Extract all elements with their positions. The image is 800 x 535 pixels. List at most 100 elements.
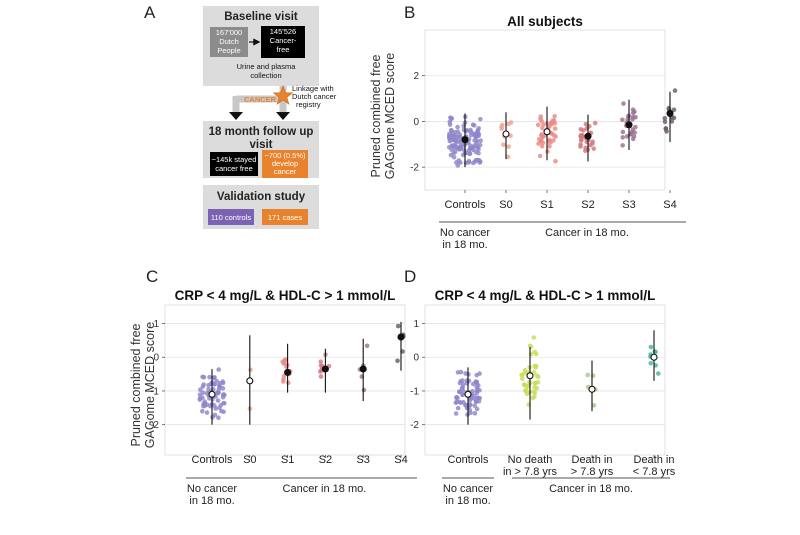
chart-title: CRP < 4 mg/L & HDL-C > 1 mmol/L	[175, 288, 396, 303]
data-point	[452, 137, 457, 143]
develop-cancer-box	[262, 150, 308, 178]
data-point	[458, 400, 464, 406]
data-point	[463, 128, 469, 134]
data-point	[208, 381, 214, 387]
data-point	[552, 113, 557, 119]
data-point	[506, 144, 511, 149]
x-tick-label: Death in	[572, 454, 613, 466]
data-point	[248, 367, 253, 373]
data-point	[281, 376, 286, 382]
median-marker	[284, 368, 292, 376]
data-point	[585, 372, 591, 378]
data-point	[533, 351, 539, 357]
data-point	[630, 107, 636, 112]
data-point	[583, 121, 589, 127]
median-marker	[464, 390, 472, 398]
develop-cancer-line-1: ~700 (0.5%)	[264, 151, 306, 160]
linkage-line-1: Linkage with	[292, 84, 334, 93]
x-tick-label: S2	[581, 199, 594, 211]
data-point	[474, 379, 480, 385]
data-point	[472, 403, 478, 408]
data-point	[587, 142, 593, 148]
y-tick-label: -2	[150, 420, 159, 431]
data-point	[448, 115, 453, 120]
stayed-free-box	[210, 152, 258, 176]
data-point	[201, 374, 207, 380]
data-point	[539, 138, 544, 144]
data-point	[460, 392, 465, 398]
data-point	[215, 398, 221, 403]
cases-box	[262, 209, 308, 225]
data-point	[549, 120, 554, 126]
data-point	[468, 132, 474, 138]
data-point	[578, 134, 584, 139]
y-axis-label-c-line-1: Pruned combined free	[129, 323, 143, 446]
data-point	[531, 369, 537, 375]
x-tick-label: Death in	[634, 454, 675, 466]
data-point	[535, 379, 541, 385]
cancer-free-box	[261, 26, 305, 58]
x-tick-label: No death	[508, 454, 553, 466]
data-point	[206, 386, 211, 392]
data-point	[475, 145, 481, 150]
panel-letter-b: B	[404, 3, 415, 22]
data-point	[455, 163, 461, 168]
group-label: in 18 mo.	[445, 495, 490, 507]
data-point	[620, 143, 625, 148]
followup-title-line-1: 18 month follow up	[209, 126, 314, 138]
y-axis-label-c: Pruned combined free GAGome MCED score	[129, 322, 157, 448]
validation-title: Validation study	[217, 191, 306, 203]
median-marker	[650, 353, 658, 361]
data-point	[214, 378, 220, 384]
median-marker	[397, 333, 405, 341]
data-point	[455, 124, 460, 130]
median-marker	[321, 365, 329, 373]
data-point	[470, 381, 476, 387]
data-point	[197, 387, 203, 393]
data-point	[537, 153, 543, 159]
x-tick-label: S3	[356, 454, 369, 466]
x-tick-label: S3	[622, 199, 635, 211]
data-point	[621, 101, 626, 106]
median-marker	[461, 136, 469, 144]
baseline-title: Baseline visit	[224, 11, 298, 23]
data-point	[395, 358, 400, 364]
data-point	[472, 138, 477, 143]
data-point	[535, 122, 541, 128]
data-point	[648, 360, 654, 366]
y-tick-label: 0	[413, 353, 419, 364]
data-point	[447, 122, 453, 127]
data-point	[478, 138, 483, 144]
data-point	[466, 378, 472, 384]
data-point	[458, 379, 463, 384]
data-point	[540, 134, 546, 140]
y-tick-label: -2	[410, 163, 419, 174]
data-point	[216, 367, 221, 372]
data-point	[214, 390, 220, 395]
x-tick-label: S0	[499, 199, 512, 211]
data-point	[453, 400, 459, 405]
data-point	[506, 121, 511, 127]
group-label: Cancer in 18 mo.	[545, 227, 629, 239]
data-point	[630, 110, 636, 116]
y-tick-label: -1	[410, 386, 419, 397]
data-point	[552, 126, 558, 131]
stayed-free-line-1: ~145k stayed	[212, 155, 257, 164]
dutch-people-line-1: 167'000	[216, 28, 242, 37]
data-point	[212, 412, 218, 418]
data-point	[455, 139, 461, 144]
data-point	[454, 395, 459, 401]
data-point	[523, 388, 528, 394]
median-marker	[502, 130, 510, 138]
collection-line-1: Urine and plasma	[237, 62, 297, 71]
data-point	[534, 385, 540, 391]
data-point	[669, 119, 675, 124]
data-point	[201, 382, 206, 387]
data-point	[451, 154, 457, 160]
data-point	[455, 405, 461, 411]
x-tick-label: S1	[281, 454, 294, 466]
data-point	[620, 117, 625, 123]
data-point	[318, 374, 324, 379]
y-tick-label: -2	[410, 420, 419, 431]
y-tick-label: 0	[153, 353, 159, 364]
